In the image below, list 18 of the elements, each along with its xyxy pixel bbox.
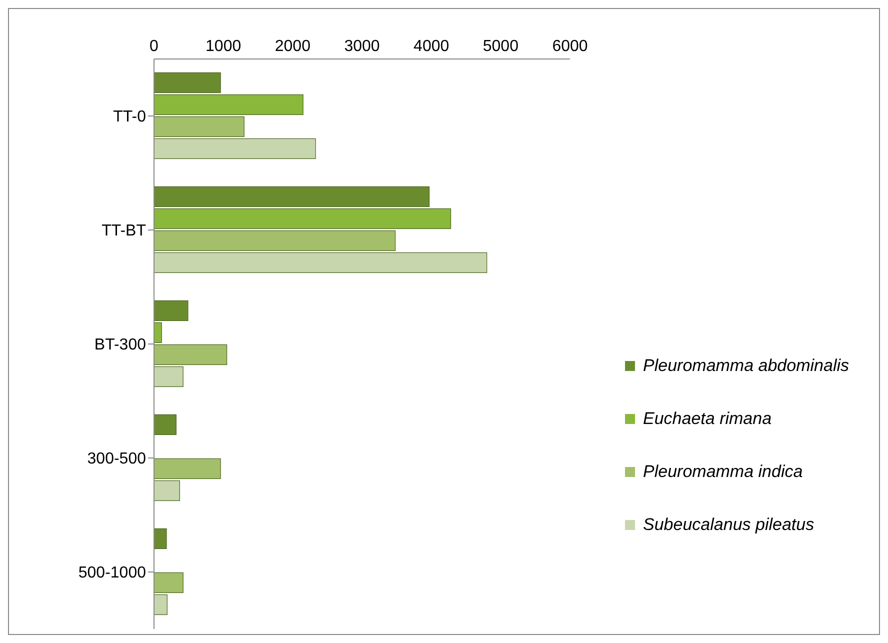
bar <box>154 528 167 549</box>
y-tick-label: TT-BT <box>102 222 146 240</box>
x-tick-label: 0 <box>150 38 159 55</box>
x-tick-label: 1000 <box>206 38 242 55</box>
y-tick-label: TT-0 <box>113 108 146 126</box>
legend-label: Pleuromamma abdominalis <box>643 356 849 376</box>
x-tick-label: 4000 <box>414 38 450 55</box>
legend-label: Subeucalanus pileatus <box>643 514 814 534</box>
x-tick-label: 6000 <box>552 38 588 55</box>
legend-label: Euchaeta rimana <box>643 408 772 428</box>
y-tick-label: BT-300 <box>94 336 146 354</box>
x-tick-label: 3000 <box>344 38 380 55</box>
y-tick-label: 500-1000 <box>78 564 146 582</box>
y-tick-label: 300-500 <box>87 450 146 468</box>
x-tick-label: 2000 <box>274 38 311 55</box>
bar <box>154 414 176 435</box>
x-tick-label: 5000 <box>482 38 519 55</box>
legend-label: Pleuromamma indica <box>643 462 803 482</box>
